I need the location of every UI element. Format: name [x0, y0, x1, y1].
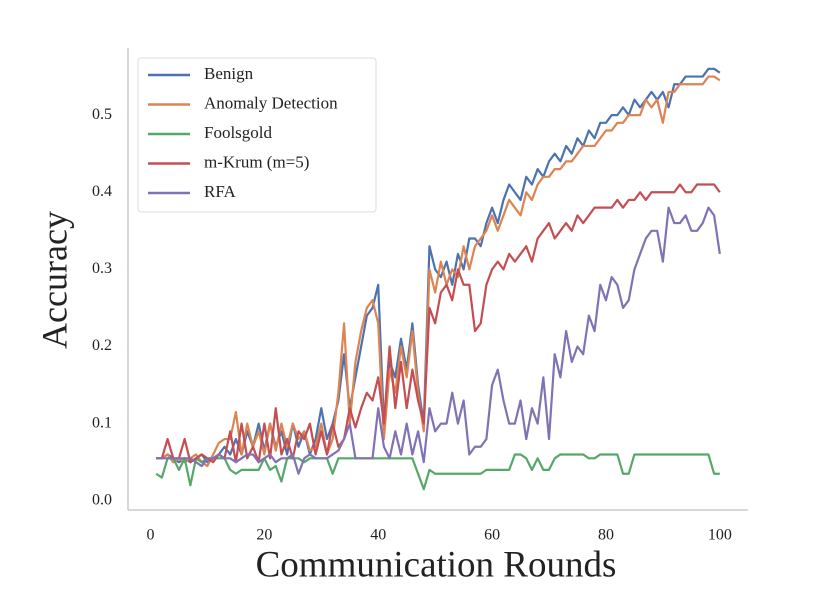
y-tick-label: 0.4 [92, 183, 112, 200]
series-line [155, 453, 720, 491]
series-line [156, 183, 721, 464]
x-tick-label: 60 [484, 527, 500, 544]
x-tick-label: 40 [370, 527, 386, 544]
x-tick-label: 0 [146, 527, 154, 544]
y-tick-label: 0.5 [92, 106, 112, 123]
x-tick-label: 100 [708, 527, 732, 544]
legend-label: Benign [204, 64, 254, 83]
y-tick-label: 0.0 [92, 491, 112, 508]
x-axis-label: Communication Rounds [256, 544, 617, 585]
legend-box [137, 57, 377, 213]
y-tick-label: 0.2 [92, 337, 112, 354]
legend-label: RFA [204, 182, 237, 201]
legend-label: Anomaly Detection [204, 93, 338, 112]
series-line [156, 75, 721, 468]
y-tick-label: 0.1 [92, 414, 112, 431]
y-tick-label: 0.3 [92, 260, 112, 277]
y-axis-label: Accuracy [34, 211, 74, 349]
series-line [156, 206, 721, 475]
x-tick-label: 20 [256, 527, 272, 544]
legend-label: m-Krum (m=5) [204, 152, 309, 171]
legend-label: Foolsgold [204, 123, 273, 142]
x-tick-label: 80 [598, 527, 614, 544]
legend: Benign Anomaly Detection Foolsgold m-Krum (… [137, 57, 377, 213]
